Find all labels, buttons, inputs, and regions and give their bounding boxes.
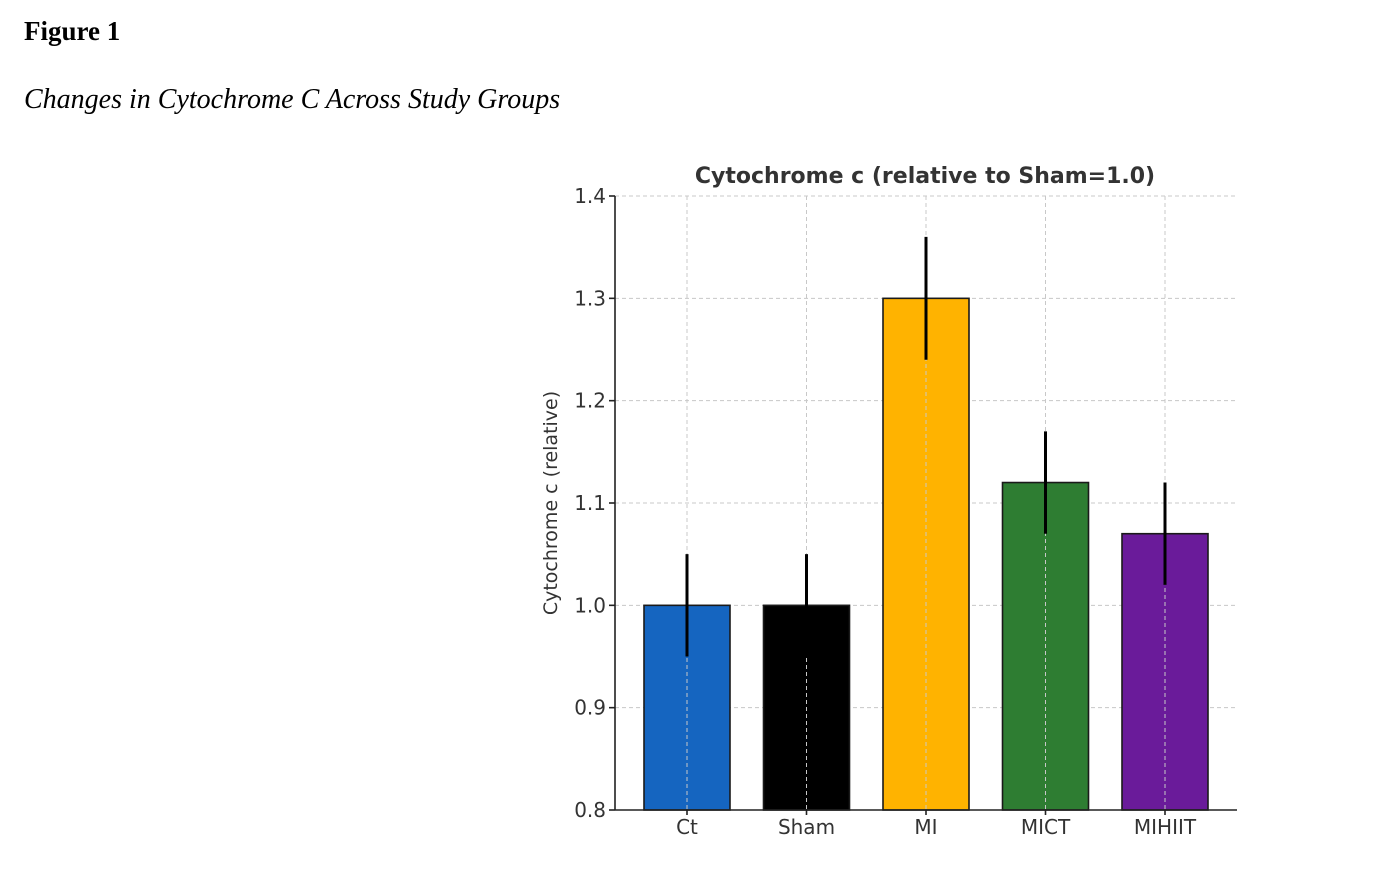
x-tick-label: Ct <box>676 815 698 839</box>
error-bars-layer <box>685 236 1167 657</box>
x-tick-label: Sham <box>778 815 835 839</box>
y-tick-label: 1.0 <box>574 593 606 617</box>
y-tick-label: 0.9 <box>574 696 606 720</box>
x-tick-label: MICT <box>1021 815 1071 839</box>
x-tick-label: MI <box>914 815 937 839</box>
figure-label: Figure 1 <box>24 16 121 46</box>
bars-layer <box>643 196 1209 811</box>
axes-layer: 0.8 0.9 1.0 1.1 1.2 1.3 1.4 Ct Sham MI MICT MIHIIT <box>574 184 1237 839</box>
y-tick-label: 1.2 <box>574 389 606 413</box>
figure-caption: Changes in Cytochrome C Across Study Gro… <box>24 84 561 115</box>
y-tick-label: 1.1 <box>574 491 606 515</box>
y-tick-label: 1.4 <box>574 184 606 208</box>
y-tick-label: 1.3 <box>574 286 606 310</box>
y-axis-label: Cytochrome c (relative) <box>540 391 562 615</box>
y-tick-label: 0.8 <box>574 798 606 822</box>
labels-layer: Cytochrome c (relative to Sham=1.0) Cyto… <box>540 164 1155 615</box>
x-tick-label: MIHIIT <box>1134 815 1197 839</box>
chart-title: Cytochrome c (relative to Sham=1.0) <box>695 164 1155 189</box>
